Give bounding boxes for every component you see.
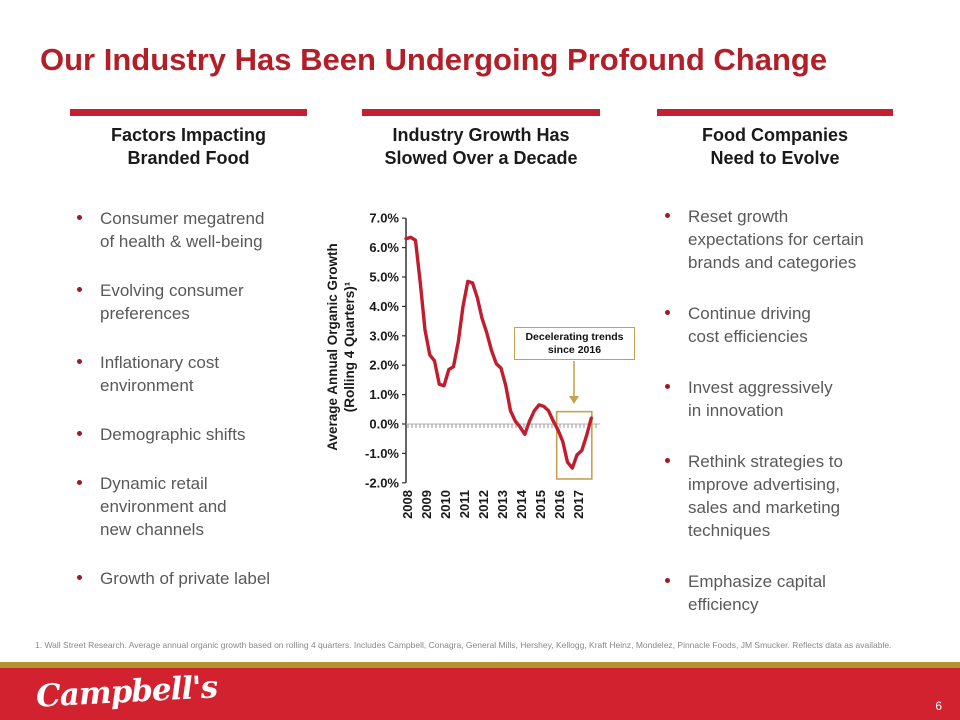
bullet-text: Growth of private label xyxy=(100,569,271,588)
bullet-icon xyxy=(77,480,82,485)
bullet-list-factors: Consumer megatrend of health & well-bein… xyxy=(70,207,315,590)
list-item: Demographic shifts xyxy=(70,423,315,446)
annotation-arrowhead-icon xyxy=(569,396,579,404)
x-tick-label: 2016 xyxy=(552,490,567,519)
column-header-food-companies: Food Companies Need to Evolve xyxy=(701,125,848,168)
y-tick-label: 1.0% xyxy=(369,387,399,402)
y-tick-label: 3.0% xyxy=(369,328,399,343)
page-number: 6 xyxy=(935,699,942,713)
list-item: Continue driving cost efficiencies xyxy=(658,302,913,348)
bullet-text: Demographic shifts xyxy=(100,425,246,444)
annotation-box: Decelerating trends since 2016 xyxy=(514,327,635,360)
x-tick-label: 2008 xyxy=(400,490,415,519)
list-item: Inflationary cost environment xyxy=(70,351,315,397)
y-tick-label: -1.0% xyxy=(365,446,399,461)
y-tick-label: 2.0% xyxy=(369,358,399,373)
footnote: 1. Wall Street Research. Average annual … xyxy=(35,640,892,650)
bullet-text: Emphasize capital efficiency xyxy=(688,572,826,614)
header-accent-bar xyxy=(657,109,893,116)
bullet-icon xyxy=(77,287,82,292)
x-tick-label: 2011 xyxy=(457,490,472,518)
column-header-industry-growth: Industry Growth Has Slowed Over a Decade xyxy=(384,125,578,168)
list-item: Invest aggressively in innovation xyxy=(658,376,913,422)
bullet-icon xyxy=(665,578,670,583)
page-title: Our Industry Has Been Undergoing Profoun… xyxy=(40,42,828,77)
highlight-box xyxy=(555,410,593,480)
bullet-text: Consumer megatrend of health & well-bein… xyxy=(100,209,265,251)
list-item: Consumer megatrend of health & well-bein… xyxy=(70,207,315,253)
bullet-icon xyxy=(665,310,670,315)
header-accent-bar xyxy=(70,109,307,116)
bullet-icon xyxy=(77,575,82,580)
bullet-text: Continue driving cost efficiencies xyxy=(688,304,811,346)
list-item: Reset growth expectations for certain br… xyxy=(658,205,913,274)
x-tick-label: 2014 xyxy=(514,489,529,519)
bullet-icon xyxy=(77,431,82,436)
list-item: Evolving consumer preferences xyxy=(70,279,315,325)
header-accent-bar xyxy=(362,109,600,116)
bullet-text: Inflationary cost environment xyxy=(100,353,220,395)
bullet-icon xyxy=(665,458,670,463)
y-tick-label: 6.0% xyxy=(369,240,399,255)
bullet-text: Reset growth expectations for certain br… xyxy=(688,207,864,272)
x-tick-label: 2017 xyxy=(571,490,586,519)
y-tick-label: 7.0% xyxy=(369,211,399,226)
x-tick-label: 2010 xyxy=(438,490,453,519)
footer-band: Campbell's 6 xyxy=(0,668,960,720)
list-item: Growth of private label xyxy=(70,567,315,590)
bullet-list-evolve: Reset growth expectations for certain br… xyxy=(658,205,913,616)
chart-canvas: 7.0% 6.0% 5.0% 4.0% 3.0% 2.0% 1.0% 0.0% -1.0% -2.… xyxy=(365,211,600,519)
bullet-icon xyxy=(665,213,670,218)
y-tick-label: 5.0% xyxy=(369,270,399,285)
bullet-text: Evolving consumer preferences xyxy=(100,281,244,323)
campbells-logo: Campbell's xyxy=(35,669,218,715)
y-tick-label: 0.0% xyxy=(369,417,399,432)
x-tick-label: 2015 xyxy=(533,490,548,519)
x-tick-label: 2013 xyxy=(495,490,510,519)
bullet-text: Dynamic retail environment and new chann… xyxy=(100,474,227,539)
chart-line xyxy=(404,235,593,470)
list-item: Dynamic retail environment and new chann… xyxy=(70,472,315,541)
list-item: Rethink strategies to improve advertisin… xyxy=(658,450,913,542)
x-tick-label: 2012 xyxy=(476,490,491,519)
column-header-factors: Factors Impacting Branded Food xyxy=(110,125,267,168)
gold-divider xyxy=(0,662,960,668)
bullet-text: Rethink strategies to improve advertisin… xyxy=(688,452,843,540)
bullet-icon xyxy=(77,359,82,364)
bullet-text: Invest aggressively in innovation xyxy=(688,378,833,420)
organic-growth-chart: 7.0% 6.0% 5.0% 4.0% 3.0% 2.0% 1.0% 0.0% -1.0% -2.… xyxy=(315,198,660,538)
y-tick-label: -2.0% xyxy=(365,475,399,490)
x-tick-label: 2009 xyxy=(419,490,434,519)
y-tick-label: 4.0% xyxy=(369,299,399,314)
bullet-icon xyxy=(665,384,670,389)
bullet-icon xyxy=(77,215,82,220)
list-item: Emphasize capital efficiency xyxy=(658,570,913,616)
y-axis-title: Average Annual Organic Growth (Rolling 4… xyxy=(325,243,357,451)
